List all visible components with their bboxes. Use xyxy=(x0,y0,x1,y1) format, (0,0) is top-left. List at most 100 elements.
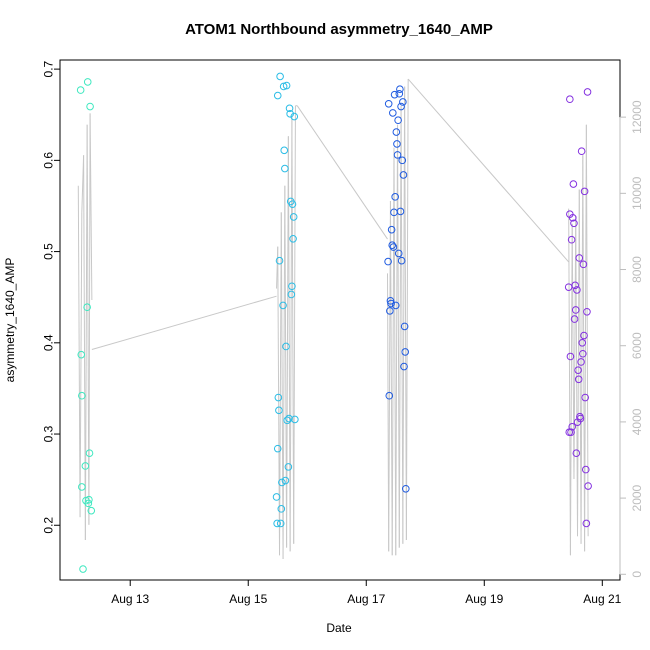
data-point xyxy=(584,482,592,490)
data-point xyxy=(85,495,93,504)
data-point xyxy=(387,225,396,234)
count-line-segment xyxy=(287,136,291,552)
data-point xyxy=(276,72,284,81)
data-point xyxy=(583,307,591,316)
data-point xyxy=(394,116,402,125)
data-point xyxy=(277,505,286,513)
count-line-segment xyxy=(577,189,580,537)
data-point xyxy=(577,147,586,156)
data-point xyxy=(275,406,283,415)
count-line-segment xyxy=(582,155,586,552)
count-connector-line xyxy=(296,105,388,240)
data-point xyxy=(573,286,581,294)
x-tick-label: Aug 21 xyxy=(583,592,621,606)
data-point xyxy=(279,301,287,310)
data-point xyxy=(285,104,294,113)
count-line-segment xyxy=(388,200,391,552)
data-point xyxy=(394,249,403,258)
data-point xyxy=(387,299,395,308)
data-point xyxy=(568,422,577,431)
data-point xyxy=(272,493,281,501)
data-point xyxy=(579,349,587,358)
data-point xyxy=(580,187,589,196)
data-point xyxy=(385,391,394,400)
data-point xyxy=(583,88,592,96)
data-point xyxy=(578,339,587,347)
data-point xyxy=(389,109,397,117)
data-point xyxy=(568,214,577,222)
data-point xyxy=(579,260,588,269)
data-point xyxy=(384,99,393,108)
x-tick-label: Aug 13 xyxy=(111,592,149,606)
x-tick-label: Aug 17 xyxy=(347,592,385,606)
data-point xyxy=(398,156,407,165)
data-point xyxy=(572,449,581,457)
data-point xyxy=(79,565,87,573)
data-point xyxy=(86,102,94,111)
data-point xyxy=(87,506,96,515)
count-line-segment xyxy=(573,216,577,480)
data-point xyxy=(282,342,290,351)
data-point xyxy=(569,180,578,188)
data-point xyxy=(400,362,408,371)
count-line-segment xyxy=(77,185,81,518)
y2-tick-label: 2000 xyxy=(630,484,644,511)
x-axis: Aug 13 Aug 15 Aug 17 Aug 19 Aug 21 xyxy=(111,580,622,606)
data-point xyxy=(281,476,290,485)
count-line-segment xyxy=(395,124,399,556)
data-point xyxy=(396,85,404,93)
data-point xyxy=(401,348,410,356)
data-point xyxy=(574,366,582,374)
data-point xyxy=(395,89,404,98)
y-tick-label: 0.4 xyxy=(41,334,55,351)
data-point xyxy=(285,414,293,423)
data-point xyxy=(384,257,392,266)
count-line-segment xyxy=(293,105,296,544)
data-point xyxy=(391,301,400,310)
data-point xyxy=(278,478,286,487)
y2-tick-label: 6000 xyxy=(630,332,644,359)
data-point xyxy=(291,415,299,424)
data-point xyxy=(280,146,289,155)
data-point xyxy=(76,86,85,94)
data-point xyxy=(567,428,575,437)
y-tick-label: 0.6 xyxy=(41,152,55,169)
data-point xyxy=(389,243,398,251)
data-point xyxy=(575,254,584,262)
plot-frame xyxy=(59,59,621,581)
data-point xyxy=(284,463,293,471)
x-tick-label: Aug 15 xyxy=(229,592,267,606)
data-point xyxy=(566,95,574,104)
data-point xyxy=(390,90,399,99)
data-point xyxy=(397,102,405,111)
count-line-segment xyxy=(398,105,402,548)
x-axis-label: Date xyxy=(326,621,352,635)
data-point xyxy=(273,519,281,528)
data-point xyxy=(571,306,580,314)
y2-tick-label: 4000 xyxy=(630,408,644,435)
data-point xyxy=(392,128,401,136)
chart-title: ATOM1 Northbound asymmetry_1640_AMP xyxy=(185,21,493,38)
data-point xyxy=(283,416,291,425)
data-point xyxy=(577,358,585,366)
data-point xyxy=(78,391,86,400)
data-point xyxy=(273,444,282,453)
count-line-segment xyxy=(79,212,83,518)
data-point xyxy=(393,140,401,148)
count-line-segment xyxy=(286,136,289,548)
count-series-layer xyxy=(77,78,589,560)
data-point xyxy=(571,281,579,290)
count-line-segment xyxy=(578,189,582,544)
data-point xyxy=(386,307,394,315)
y2-tick-label: 0 xyxy=(630,571,644,578)
data-point xyxy=(567,235,576,244)
data-point xyxy=(85,449,94,457)
data-point xyxy=(81,462,90,470)
count-line-segment xyxy=(402,86,406,544)
data-point xyxy=(566,352,575,361)
data-point xyxy=(576,414,585,423)
y-tick-label: 0.2 xyxy=(41,517,55,534)
y2-tick-label: 12000 xyxy=(630,100,644,134)
y-axis-label: asymmetry_1640_AMP xyxy=(3,258,17,383)
